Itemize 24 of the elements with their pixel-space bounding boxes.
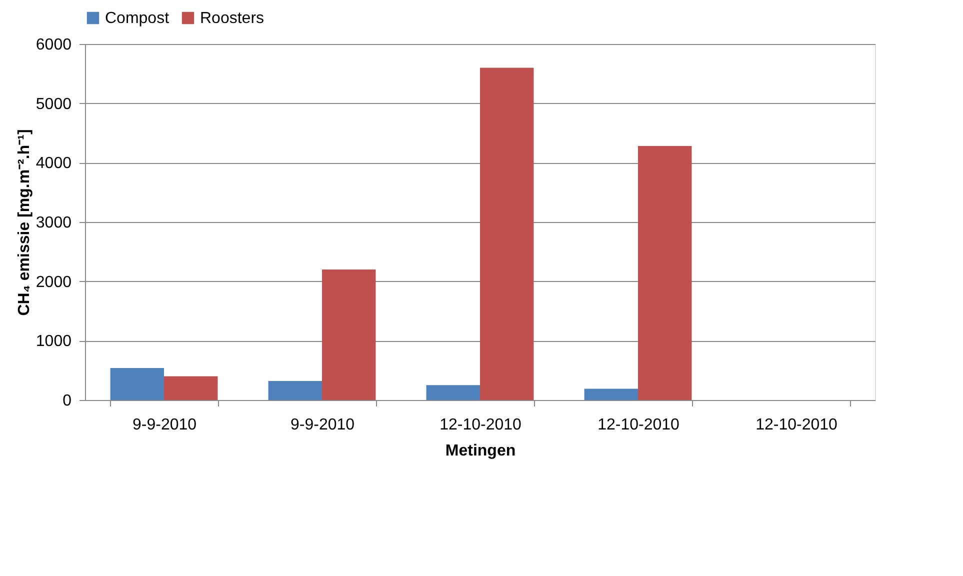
x-tick-label: 12-10-2010 bbox=[598, 416, 680, 434]
x-tick-label: 9-9-2010 bbox=[290, 416, 355, 434]
bar bbox=[426, 385, 480, 400]
x-tick-label: 9-9-2010 bbox=[132, 416, 197, 434]
bar bbox=[164, 376, 218, 400]
bar bbox=[322, 269, 376, 400]
bar bbox=[480, 68, 534, 400]
bar bbox=[110, 368, 164, 400]
y-tick-label: 0 bbox=[62, 392, 72, 410]
x-tick-label: 12-10-2010 bbox=[440, 416, 522, 434]
y-tick-label: 1000 bbox=[36, 333, 72, 350]
legend-label: Roosters bbox=[200, 10, 264, 27]
x-tick-label: 12-10-2010 bbox=[756, 416, 838, 434]
bar bbox=[268, 381, 322, 400]
legend-label: Compost bbox=[105, 10, 170, 27]
y-tick-label: 2000 bbox=[36, 274, 72, 291]
y-axis-title: CH₄ emissie [mg.m⁻².h⁻¹] bbox=[16, 129, 33, 316]
bar bbox=[584, 388, 638, 400]
y-tick-label: 6000 bbox=[36, 36, 72, 54]
y-tick-label: 3000 bbox=[36, 214, 72, 232]
y-tick-label: 5000 bbox=[36, 96, 72, 113]
x-axis-title: Metingen bbox=[445, 442, 516, 460]
bar bbox=[638, 146, 692, 400]
y-tick-label: 4000 bbox=[36, 155, 72, 172]
